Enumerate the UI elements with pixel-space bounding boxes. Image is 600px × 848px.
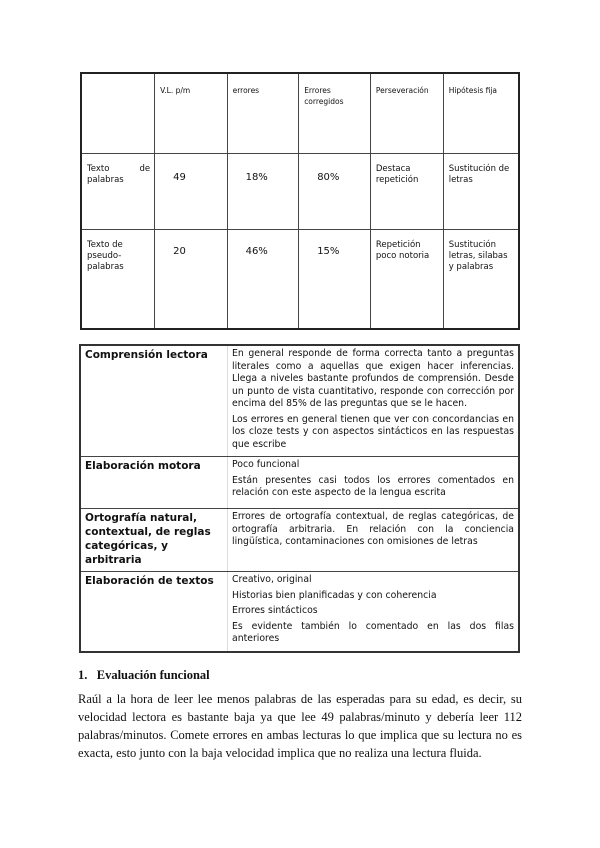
cell: 20 [154,228,228,330]
cell: Sustitución letras, silabas y palabras [442,228,520,330]
header-cell: Perseveración [369,72,444,154]
row-label: Texto de pseudo-palabras [80,228,156,330]
content-paragraph: Es evidente también lo comentado en las … [232,620,514,645]
header-cell: Hipótesis fija [442,72,520,154]
section-title: Evaluación funcional [96,668,210,682]
table-header-row: V.L. p/m errores Errores corregidos Pers… [80,72,520,154]
row-content: Creativo, original Historias bien planif… [227,571,519,652]
table-row: Texto de palabras 49 18% 80% Destaca rep… [80,152,520,230]
table-row: Elaboración de textos Creativo, original… [80,571,519,652]
content-paragraph: Errores sintácticos [232,605,318,616]
content-paragraph: Historias bien planificadas y con cohere… [232,589,437,601]
assessment-table: Comprensión lectora En general responde … [79,344,520,653]
body-paragraph: Raúl a la hora de leer lee menos palabra… [78,692,522,760]
section-number: 1. [78,668,88,682]
content-paragraph: Creativo, original [232,574,312,585]
reading-results-table: V.L. p/m errores Errores corregidos Pers… [80,72,520,330]
content-paragraph: Están presentes casi todos los errores c… [232,474,514,499]
cell: 15% [298,228,371,330]
cell: 80% [298,152,371,230]
header-cell: Errores corregidos [298,72,371,154]
table-row: Comprensión lectora En general responde … [80,344,519,457]
row-content: Errores de ortografía contextual, de reg… [227,508,519,572]
content-paragraph: Errores de ortografía contextual, de reg… [232,511,514,547]
header-cell: errores [226,72,300,154]
table-row: Elaboración motora Poco funcional Están … [80,456,519,509]
cell: Repetición poco notoria [369,228,444,330]
row-content: Poco funcional Están presentes casi todo… [227,456,519,509]
cell: 49 [154,152,228,230]
header-cell [80,72,156,154]
row-label: Texto de palabras [80,152,156,230]
row-label: Ortografía natural, contextual, de regla… [80,508,228,572]
cell: 18% [226,152,300,230]
row-label: Comprensión lectora [80,344,228,457]
table-row: Texto de pseudo-palabras 20 46% 15% Repe… [80,228,520,330]
section-heading: 1. Evaluación funcional [78,668,210,683]
cell: Destaca repetición [369,152,444,230]
cell: Sustitución de letras [442,152,520,230]
table-row: Ortografía natural, contextual, de regla… [80,508,519,572]
content-paragraph: Poco funcional [232,459,300,470]
content-paragraph: En general responde de forma correcta ta… [232,348,514,409]
row-label: Elaboración motora [80,456,228,509]
row-label: Elaboración de textos [80,571,228,652]
cell: 46% [226,228,300,330]
header-cell: V.L. p/m [154,72,228,154]
row-content: En general responde de forma correcta ta… [227,344,519,457]
content-paragraph: Los errores en general tienen que ver co… [232,413,514,450]
